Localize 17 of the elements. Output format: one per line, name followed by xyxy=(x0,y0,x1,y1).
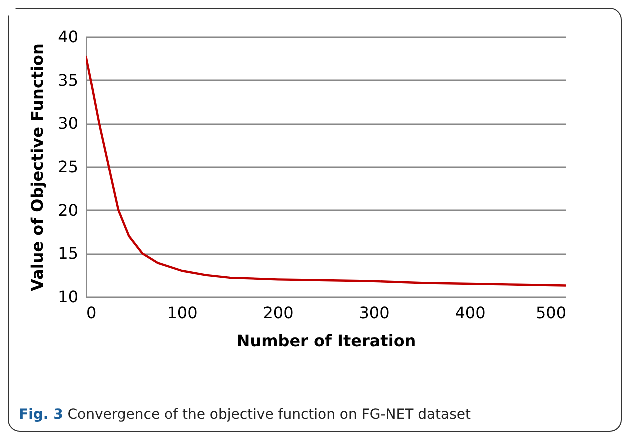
x-tick-label: 400 xyxy=(455,304,486,322)
y-tick-label: 20 xyxy=(58,200,78,220)
y-tick-label: 25 xyxy=(58,158,78,176)
y-tick-label: 35 xyxy=(58,70,78,90)
y-tick-label: 15 xyxy=(58,244,78,264)
y-tick-label: 40 xyxy=(58,28,78,46)
y-tick-label: 10 xyxy=(58,288,78,306)
caption: Fig. 3 Convergence of the objective function on FG-NET dataset xyxy=(19,407,472,423)
x-tick-label: 300 xyxy=(359,304,390,322)
x-tick-label: 200 xyxy=(263,304,294,322)
x-tick-label: 0 xyxy=(86,304,97,322)
x-tick-label: 100 xyxy=(167,304,198,322)
x-tick-label: 500 xyxy=(536,304,566,322)
y-axis-title: Value of Objective Function xyxy=(28,44,48,292)
line-series xyxy=(86,54,566,287)
x-axis-title: Number of Iteration xyxy=(236,332,416,350)
y-tick-label: 30 xyxy=(58,114,78,134)
